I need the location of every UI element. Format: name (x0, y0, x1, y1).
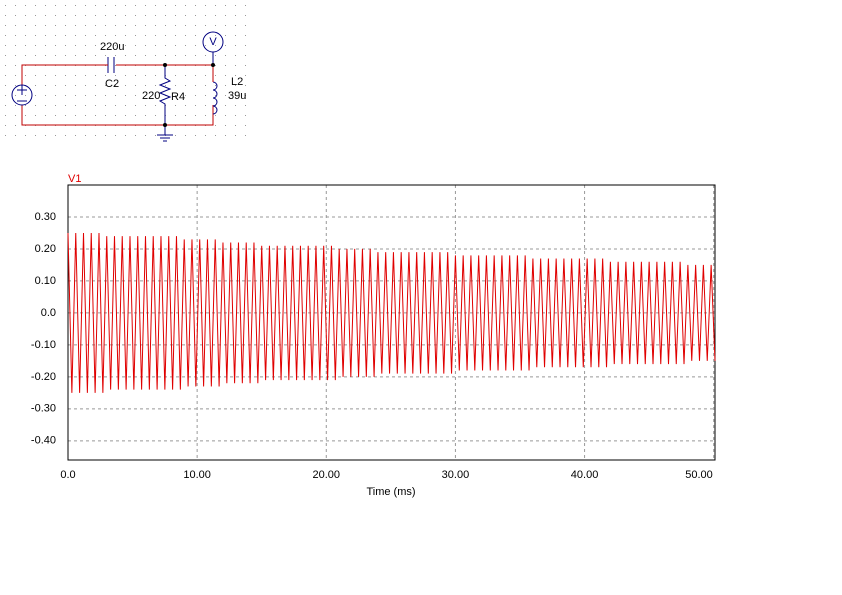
x-tick-label: 30.00 (442, 469, 470, 481)
resistor-name: R4 (171, 91, 185, 103)
schematic (11, 31, 224, 142)
x-tick-label: 20.00 (313, 469, 341, 481)
inductor-name: L2 (231, 76, 243, 88)
resistor-value: 220 (142, 90, 160, 102)
y-axis-label: V1 (68, 173, 81, 185)
plot-frame (67, 184, 716, 461)
y-tick-label: 0.30 (35, 211, 56, 223)
x-axis-label: Time (ms) (366, 486, 415, 498)
x-tick-label: 50.00 (685, 469, 713, 481)
inductor-value: 39u (228, 90, 246, 102)
x-tick-label: 0.0 (60, 469, 75, 481)
y-tick-label: -0.10 (31, 339, 56, 351)
capacitor-value: 220u (100, 41, 124, 53)
series-line (67, 232, 716, 393)
schematic-grid (0, 0, 250, 140)
capacitor-name: C2 (105, 78, 119, 90)
y-tick-label: -0.20 (31, 371, 56, 383)
y-tick-label: -0.30 (31, 403, 56, 415)
y-tick-label: 0.0 (41, 307, 56, 319)
y-tick-label: 0.10 (35, 275, 56, 287)
meter-label: V (209, 36, 217, 48)
x-tick-label: 40.00 (571, 469, 599, 481)
y-tick-label: 0.20 (35, 243, 56, 255)
x-tick-label: 10.00 (183, 469, 211, 481)
y-tick-label: -0.40 (31, 435, 56, 447)
